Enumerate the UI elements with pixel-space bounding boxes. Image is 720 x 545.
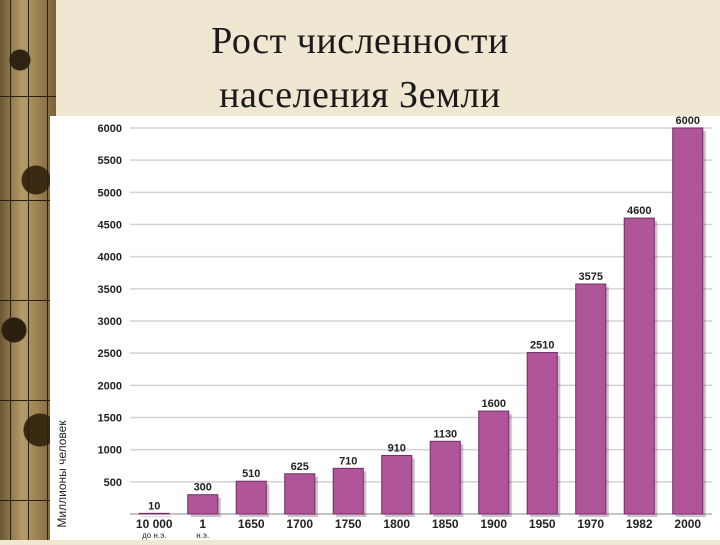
x-tick-label: 1	[199, 517, 206, 531]
y-axis-title: Миллионы человек	[55, 420, 69, 528]
x-tick-label: 2000	[674, 517, 701, 531]
y-tick-label: 2000	[98, 380, 122, 392]
y-tick-label: 1000	[98, 445, 122, 457]
slide-title-line-1: Рост численности	[211, 20, 509, 62]
x-tick-sublabel: до н.э.	[142, 531, 166, 540]
bar-value-label: 1130	[433, 428, 457, 440]
y-tick-label: 6000	[98, 123, 122, 135]
bar	[672, 127, 704, 515]
bar	[138, 512, 170, 515]
bar	[575, 283, 607, 515]
y-tick-label: 4000	[98, 252, 122, 264]
bar-value-label: 10	[148, 500, 160, 512]
y-tick-label: 500	[104, 477, 122, 489]
y-tick-label: 4500	[98, 220, 122, 232]
y-tick-label: 3500	[98, 284, 122, 296]
bar-value-label: 6000	[676, 116, 700, 127]
x-tick-label: 1800	[383, 517, 410, 531]
bar-shadow	[142, 516, 173, 517]
bar-value-label: 1600	[482, 398, 506, 410]
x-tick-label: 1850	[432, 517, 459, 531]
x-tick-label: 1950	[529, 517, 556, 531]
bar	[526, 352, 558, 515]
bar-value-label: 910	[388, 442, 406, 454]
x-tick-label: 1650	[238, 517, 265, 531]
bar	[429, 440, 461, 515]
bar	[623, 217, 655, 515]
bar	[332, 467, 364, 515]
x-tick-label: 1900	[480, 517, 507, 531]
decorative-side-panel	[0, 0, 56, 540]
x-tick-label: 1700	[286, 517, 313, 531]
bar-value-label: 2510	[530, 340, 554, 352]
slide-title: Рост численности населения Земли	[60, 14, 660, 122]
x-tick-sublabel: н.э.	[196, 531, 209, 540]
y-tick-label: 2500	[98, 348, 122, 360]
y-tick-label: 5000	[98, 187, 122, 199]
bar-value-label: 510	[242, 468, 260, 480]
population-chart: 500 1000 1500 2000 2500 3000 3500 4000 4500 5000 5…	[50, 115, 720, 540]
bar	[478, 410, 510, 515]
y-tick-label: 1500	[98, 413, 122, 425]
bar-value-label: 3575	[579, 271, 603, 283]
slide-title-line-2: населения Земли	[219, 74, 501, 116]
bar	[235, 480, 267, 515]
bar	[187, 494, 219, 515]
y-tick-label: 5500	[98, 155, 122, 167]
bar-value-label: 710	[339, 455, 357, 467]
x-tick-label: 1982	[626, 517, 653, 531]
x-tick-label: 10 000	[136, 517, 173, 531]
bar-value-label: 4600	[627, 205, 651, 217]
bar-value-label: 300	[194, 482, 212, 494]
bar	[381, 454, 413, 515]
bar	[284, 473, 316, 515]
x-tick-label: 1750	[335, 517, 362, 531]
bar-value-label: 625	[291, 461, 309, 473]
x-tick-label: 1970	[577, 517, 604, 531]
bar-chart-svg: 500 1000 1500 2000 2500 3000 3500 4000 4500 5000 5…	[55, 115, 712, 540]
y-tick-label: 3000	[98, 316, 122, 328]
